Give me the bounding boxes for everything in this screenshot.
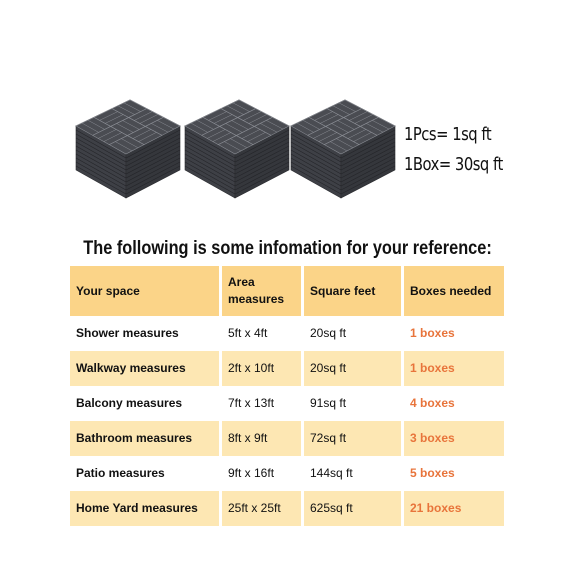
header-area-line2: measures — [228, 292, 285, 306]
tile-stack-1 — [72, 92, 184, 202]
table-row: Bathroom measures 8ft x 9ft 72sq ft 3 bo… — [70, 421, 504, 456]
row-boxes: 1 boxes — [410, 361, 455, 375]
row-space: Balcony measures — [76, 396, 183, 410]
header-boxes-needed: Boxes needed — [410, 283, 492, 298]
row-sqft: 144sq ft — [310, 466, 353, 480]
header-area-line1: Area — [228, 275, 255, 289]
spec-per-box: 1Box= 30sq ft — [404, 154, 503, 175]
table-row: Walkway measures 2ft x 10ft 20sq ft 1 bo… — [70, 351, 504, 386]
row-area: 2ft x 10ft — [222, 351, 304, 386]
row-space: Bathroom measures — [70, 421, 222, 456]
row-space: Walkway measures — [70, 351, 222, 386]
table-row: Balcony measures 7ft x 13ft 91sq ft 4 bo… — [70, 386, 504, 421]
header-area-measures: Area measures — [222, 266, 304, 316]
header-square-feet: Square feet — [304, 266, 404, 316]
row-area: 8ft x 9ft — [222, 421, 304, 456]
tile-stack-2-graphic — [184, 99, 290, 199]
row-boxes: 3 boxes — [410, 431, 455, 445]
row-boxes: 5 boxes — [410, 466, 455, 480]
tile-stack-3 — [287, 92, 399, 202]
row-area: 25ft x 25ft — [222, 491, 304, 526]
spec-per-piece: 1Pcs= 1sq ft — [404, 124, 492, 145]
row-space: Shower measures — [76, 326, 179, 340]
row-space: Patio measures — [76, 466, 165, 480]
row-sqft: 20sq ft — [310, 326, 347, 340]
header-your-space: Your space — [70, 266, 222, 316]
row-sqft: 20sq ft — [304, 351, 404, 386]
row-sqft: 91sq ft — [310, 396, 347, 410]
reference-heading: The following is some infomation for you… — [0, 238, 576, 260]
row-sqft: 625sq ft — [304, 491, 404, 526]
tile-stack-3-graphic — [290, 99, 396, 199]
row-boxes: 4 boxes — [410, 396, 455, 410]
table-row: Patio measures 9ft x 16ft 144sq ft 5 box… — [70, 456, 504, 491]
table-row: Shower measures 5ft x 4ft 20sq ft 1 boxe… — [70, 316, 504, 351]
row-area: 5ft x 4ft — [228, 326, 268, 340]
row-space: Home Yard measures — [70, 491, 222, 526]
tile-stack-2 — [181, 92, 293, 202]
table-header-row: Your space Area measures Square feet Box… — [70, 266, 504, 316]
coverage-table: Your space Area measures Square feet Box… — [70, 266, 504, 526]
tile-stack-1-graphic — [75, 99, 181, 199]
row-area: 9ft x 16ft — [228, 466, 275, 480]
row-boxes: 21 boxes — [410, 501, 462, 515]
row-area: 7ft x 13ft — [228, 396, 275, 410]
row-sqft: 72sq ft — [304, 421, 404, 456]
row-boxes: 1 boxes — [410, 326, 455, 340]
reference-heading-text: The following is some infomation for you… — [83, 238, 493, 259]
table-row: Home Yard measures 25ft x 25ft 625sq ft … — [70, 491, 504, 526]
